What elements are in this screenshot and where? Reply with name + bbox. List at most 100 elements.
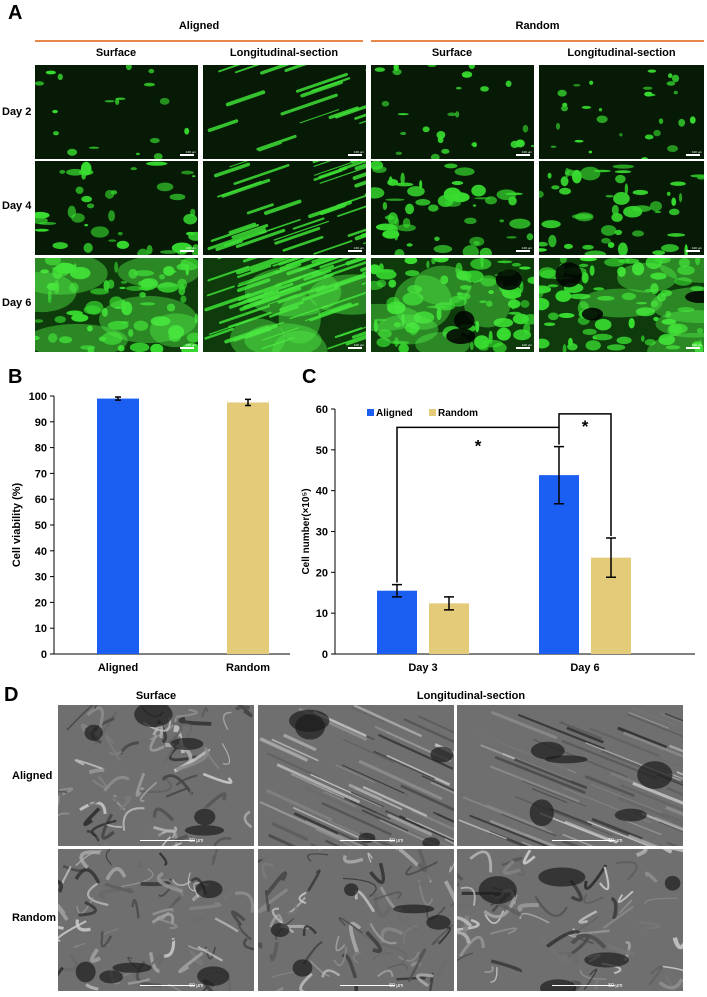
significance-star: * (582, 417, 589, 436)
sem-scale-bar-label: 50 μm (189, 838, 204, 844)
error-bar (392, 583, 402, 598)
sem-scale-bar (140, 985, 196, 986)
d-row-label-aligned: Aligned (12, 770, 53, 782)
scale-bar (348, 347, 362, 349)
y-tick-label: 50 (316, 445, 328, 457)
scale-bar-label: 100 μm (521, 246, 532, 250)
panel-a-group-random: Random (515, 20, 560, 32)
scale-bar-label: 100 μm (353, 150, 364, 154)
bar-aligned-day6 (539, 475, 579, 654)
y-tick-label: 20 (35, 597, 47, 609)
row-label-day6: Day 6 (2, 297, 32, 309)
y-axis-label: Cell number(×10⁵) (301, 488, 312, 574)
fluorescence-image: 100 μm (35, 161, 198, 255)
panel-b-letter: B (8, 366, 23, 388)
y-axis-label: Cell viability (%) (11, 482, 23, 567)
sem-scale-bar (340, 840, 396, 841)
y-tick-label: 100 (29, 391, 47, 403)
scale-bar (180, 154, 194, 156)
random-group-line (371, 40, 704, 42)
x-tick-label: Random (226, 662, 270, 674)
sem-scale-bar (551, 985, 616, 986)
d-col-header-longitudinal: Longitudinal-section (416, 690, 526, 702)
y-tick-label: 0 (41, 649, 47, 661)
error-bar (606, 537, 616, 578)
d-row-label-random: Random (12, 912, 56, 924)
error-bar (554, 445, 564, 505)
y-tick-label: 20 (316, 567, 328, 579)
fluorescence-image: 100 μm (203, 161, 366, 255)
legend-label-aligned: Aligned (376, 408, 413, 419)
scale-bar-label: 100 μm (185, 246, 196, 250)
fluorescence-image: 100 μm (371, 65, 534, 159)
scale-bar (180, 250, 194, 252)
x-tick-label: Day 3 (408, 662, 437, 674)
scale-bar-label: 100 μm (185, 150, 196, 154)
scale-bar (686, 154, 700, 156)
legend-swatch-random (429, 409, 436, 416)
y-tick-label: 40 (316, 486, 328, 498)
row-label-day2: Day 2 (2, 106, 32, 118)
scale-bar-label: 100 μm (185, 343, 196, 347)
scale-bar-label: 100 μm (691, 246, 702, 250)
bar-aligned-day3 (377, 590, 417, 654)
y-tick-label: 30 (316, 527, 328, 539)
fluorescence-image: 100 μm (371, 161, 534, 255)
significance-bracket (558, 413, 612, 537)
scale-bar (180, 347, 194, 349)
scale-bar (348, 250, 362, 252)
fluorescence-image: 100 μm (203, 65, 366, 159)
cell-number-chart: 0 10 20 30 40 50 60 Cell number(×10⁵) Day 3 Day 6… (301, 404, 695, 674)
sem-scale-bar-label: 50 μm (608, 983, 623, 989)
sem-image: 50 μm (457, 849, 683, 991)
sem-image: 50 μm (258, 705, 454, 846)
error-bar (444, 596, 454, 611)
scale-bar (686, 347, 700, 349)
y-tick-label: 40 (35, 546, 47, 558)
aligned-group-line (35, 40, 363, 42)
sem-scale-bar-label: 50 μm (608, 838, 623, 844)
scale-bar (348, 154, 362, 156)
cell-viability-chart: 0 10 20 30 40 50 60 70 80 90 100 Cell viability (%)… (11, 391, 290, 674)
fluorescence-image: 100 μm (539, 258, 704, 352)
error-bar (115, 396, 121, 401)
legend-label-random: Random (438, 408, 478, 419)
y-tick-label: 50 (35, 520, 47, 532)
col-header-aligned-surface: Surface (95, 47, 137, 59)
panel-a-letter: A (8, 2, 23, 24)
sem-image: 50 μm (258, 849, 454, 991)
significance-bracket (396, 426, 560, 583)
y-tick-label: 0 (322, 649, 328, 661)
y-tick-label: 70 (35, 468, 47, 480)
error-bar (245, 398, 251, 407)
y-tick-label: 10 (35, 623, 47, 635)
panel-d-letter: D (4, 684, 19, 706)
fluorescence-image: 100 μm (539, 161, 704, 255)
sem-scale-bar-label: 50 μm (389, 838, 404, 844)
fluorescence-image: 100 μm (35, 65, 198, 159)
scale-bar-label: 100 μm (521, 343, 532, 347)
y-tick-label: 90 (35, 417, 47, 429)
sem-image: 50 μm (58, 705, 254, 846)
y-tick-label: 30 (35, 572, 47, 584)
fluorescence-image: 100 μm (35, 258, 198, 352)
panel-c-letter: C (302, 366, 317, 388)
y-tick-label: 60 (316, 404, 328, 416)
fluorescence-image: 100 μm (371, 258, 534, 352)
fluorescence-image: 100 μm (203, 258, 366, 352)
scale-bar (686, 250, 700, 252)
sem-scale-bar (340, 985, 396, 986)
scale-bar-label: 100 μm (353, 343, 364, 347)
bar-random-day3 (429, 603, 469, 654)
scale-bar-label: 100 μm (691, 150, 702, 154)
d-col-header-surface: Surface (135, 690, 177, 702)
bar-random (227, 402, 269, 654)
scale-bar (516, 250, 530, 252)
panel-a-group-aligned: Aligned (178, 20, 220, 32)
sem-image: 50 μm (457, 705, 683, 846)
scale-bar (516, 154, 530, 156)
significance-star: * (475, 436, 482, 455)
y-tick-label: 10 (316, 608, 328, 620)
sem-scale-bar (140, 840, 196, 841)
scale-bar (516, 347, 530, 349)
